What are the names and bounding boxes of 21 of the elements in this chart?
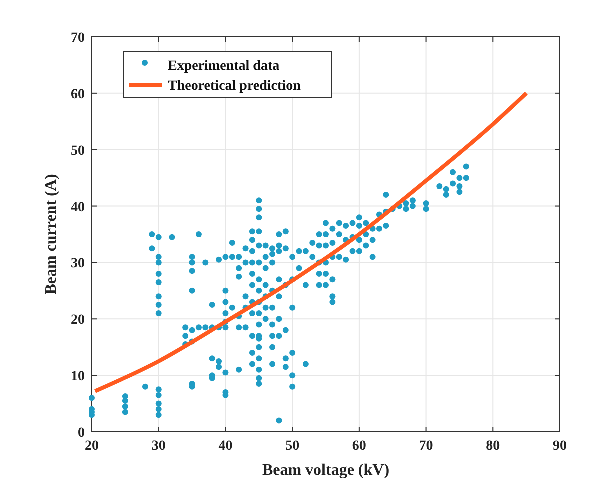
x-tick-label: 70 xyxy=(419,439,434,454)
legend-label: Theoretical prediction xyxy=(168,79,302,94)
x-tick-label: 40 xyxy=(218,439,233,454)
y-tick-label: 40 xyxy=(71,200,85,216)
y-tick-label: 70 xyxy=(71,31,85,46)
y-tick-label: 20 xyxy=(71,313,85,328)
y-axis-title: Beam current (A) xyxy=(43,174,60,295)
x-tick-label: 90 xyxy=(553,439,567,454)
x-tick-label: 30 xyxy=(152,439,166,454)
y-tick-label: 50 xyxy=(71,144,85,159)
x-tick-label: 60 xyxy=(352,439,366,454)
x-tick-label: 20 xyxy=(85,439,99,454)
legend-label: Experimental data xyxy=(168,59,280,74)
y-tick-label: 60 xyxy=(71,87,85,102)
y-tick-label: 10 xyxy=(71,370,85,385)
y-tick-label: 30 xyxy=(71,256,85,272)
x-axis-title: Beam voltage (kV) xyxy=(262,462,390,479)
x-tick-label: 50 xyxy=(286,439,300,454)
x-tick-label: 80 xyxy=(486,439,500,454)
y-tick-label: 0 xyxy=(78,426,85,441)
line-series xyxy=(93,91,529,394)
